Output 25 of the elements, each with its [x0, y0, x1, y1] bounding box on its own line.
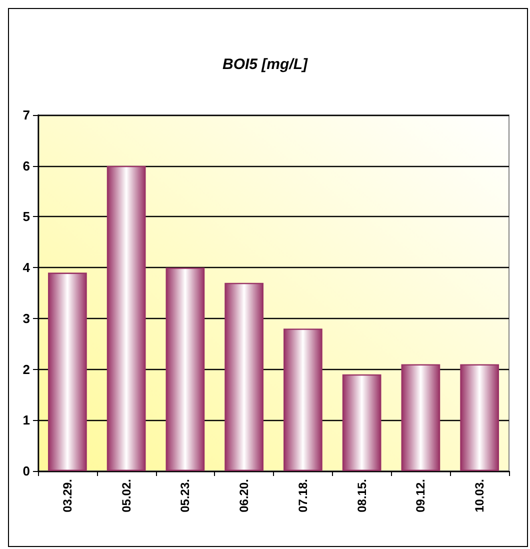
bar	[284, 328, 322, 471]
x-tick-label: 10.03.	[472, 479, 487, 512]
y-tick-label: 5	[22, 209, 30, 224]
x-tick-label: 05.23.	[178, 479, 192, 512]
x-tick-label: 07.18.	[296, 479, 310, 512]
bar	[106, 166, 146, 471]
x-tick-label: 03.29.	[60, 479, 74, 512]
chart-title: BOI5 [mg/L]	[222, 56, 308, 73]
x-tick-label: 08.15.	[354, 479, 369, 512]
bar	[342, 374, 382, 471]
bar	[401, 364, 440, 471]
y-tick-label: 4	[22, 260, 31, 276]
y-tick-label: 6	[22, 158, 30, 174]
y-tick-label: 3	[22, 310, 30, 326]
y-tick-label: 0	[22, 464, 30, 478]
bar	[460, 364, 499, 471]
bar	[48, 272, 87, 471]
bar	[166, 268, 205, 471]
y-tick-label: 1	[22, 412, 30, 428]
y-tick-label: 2	[22, 362, 30, 377]
x-tick-label: 09.12.	[414, 479, 428, 512]
y-tick-label: 7	[22, 108, 30, 122]
x-tick-label: 06.20.	[237, 479, 252, 512]
bar	[224, 282, 264, 471]
x-tick-label: 05.02.	[119, 479, 134, 512]
